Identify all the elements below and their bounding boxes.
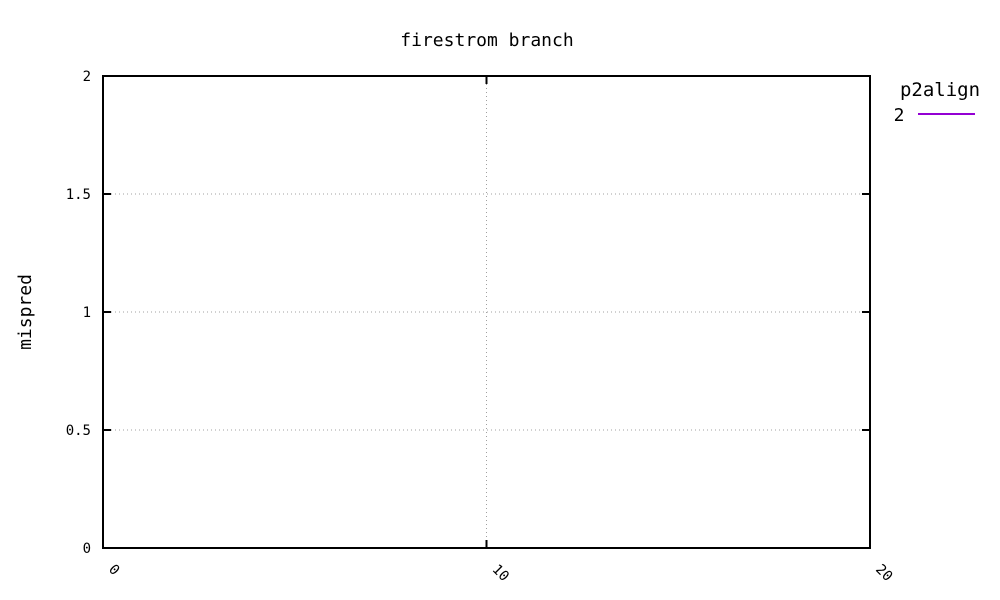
grid-lines [103,76,870,548]
y-tick-label: 1 [83,305,91,321]
x-tick-label: 0 [105,562,122,579]
chart-title: firestrom branch [400,30,573,51]
y-tick-label: 0 [83,541,91,557]
y-tick-label: 2 [83,69,91,85]
y-axis-label: mispred [15,274,36,350]
x-tick-label: 20 [872,562,895,585]
legend-title: p2align [900,79,980,101]
legend-entry-label: 2 [894,105,905,126]
x-tick-label: 10 [489,562,512,585]
y-tick-label: 1.5 [66,187,91,203]
axis-ticks: 00.511.520 10 20 [66,69,896,585]
y-tick-label: 0.5 [66,423,91,439]
legend[interactable]: p2align 2 [894,79,980,126]
legend-entries: 2 [894,105,975,126]
